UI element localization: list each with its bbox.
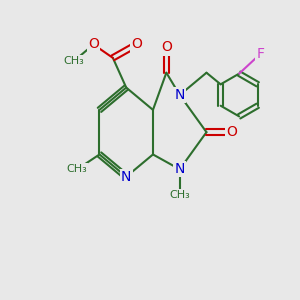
Text: O: O [226, 125, 237, 139]
Text: N: N [175, 88, 185, 102]
Text: N: N [175, 162, 185, 176]
Text: F: F [256, 47, 265, 61]
Text: CH₃: CH₃ [169, 190, 190, 200]
Text: N: N [121, 170, 131, 184]
Text: CH₃: CH₃ [67, 164, 88, 174]
Text: O: O [131, 38, 142, 52]
Text: O: O [161, 40, 172, 55]
Text: CH₃: CH₃ [64, 56, 85, 66]
Text: O: O [88, 38, 99, 52]
